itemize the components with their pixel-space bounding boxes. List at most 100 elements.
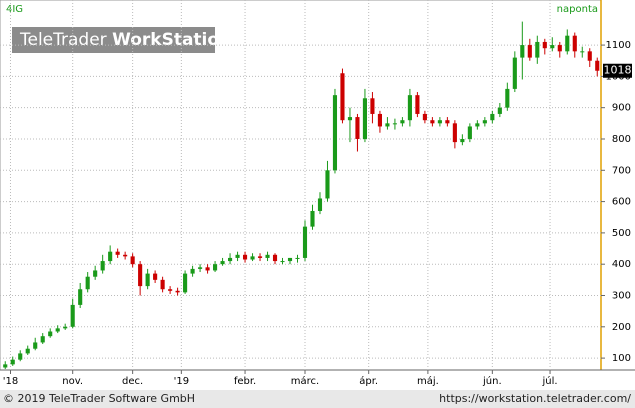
url: https://workstation.teletrader.com/	[439, 392, 631, 405]
candle-body	[25, 348, 30, 354]
watermark: TeleTrader WorkStation	[19, 30, 231, 50]
candle-body	[287, 257, 293, 262]
x-tick-label: márc.	[291, 375, 319, 387]
candle-body	[550, 45, 555, 49]
candle-body	[213, 264, 218, 271]
x-tick-label: jún.	[482, 375, 502, 387]
candle-body	[295, 257, 300, 259]
candle-body	[347, 117, 353, 121]
candle-body	[415, 95, 420, 114]
candle-body	[385, 123, 390, 127]
candle-body	[595, 60, 600, 71]
y-tick-label: 200	[612, 322, 631, 333]
candle-body	[445, 120, 450, 124]
candle-body	[280, 261, 285, 263]
candle-body	[407, 95, 412, 121]
y-tick-label: 400	[612, 259, 631, 270]
candle-body	[48, 331, 53, 337]
candle-body	[355, 117, 360, 139]
candle-body	[250, 256, 255, 260]
candle-body	[198, 267, 203, 269]
candle-body	[392, 123, 397, 125]
candle-body	[460, 138, 465, 143]
candle-body	[40, 336, 45, 343]
candle-body	[400, 120, 405, 124]
candle-body	[108, 251, 113, 262]
copyright: © 2019 TeleTrader Software GmbH	[3, 392, 196, 405]
candle-body	[565, 35, 570, 52]
y-tick-label: 500	[612, 228, 631, 239]
candle-body	[55, 328, 60, 332]
y-tick-label: 700	[612, 165, 631, 176]
watermark-product: WorkStation	[112, 30, 231, 50]
x-tick-label: '19	[174, 376, 189, 387]
candle-body	[490, 113, 495, 121]
candle-body	[175, 290, 180, 293]
candle-body	[452, 123, 457, 143]
candle-body	[302, 226, 308, 258]
candle-body	[183, 273, 188, 293]
candle-body	[310, 210, 315, 227]
candle-body	[220, 261, 225, 265]
watermark-brand: TeleTrader	[19, 30, 107, 50]
candle-body	[580, 51, 585, 53]
candle-body	[520, 45, 525, 58]
candle-body	[505, 88, 510, 108]
candle-body	[362, 98, 368, 139]
y-tick-label: 100	[612, 353, 631, 364]
x-tick-label: febr.	[234, 376, 256, 387]
candle-body	[475, 123, 480, 127]
candle-body	[63, 326, 68, 329]
candle-body	[100, 261, 105, 271]
candle-body	[317, 198, 323, 211]
candle-body	[340, 73, 345, 121]
candle-body	[227, 257, 233, 262]
candle-body	[430, 120, 435, 124]
x-tick-label: nov.	[62, 376, 83, 387]
candle-body	[587, 51, 592, 61]
candle-body	[437, 120, 442, 124]
x-tick-label: júl.	[542, 375, 558, 387]
candle-body	[235, 254, 240, 258]
candle-body	[265, 254, 270, 258]
candle-body	[422, 113, 427, 121]
candle-body	[527, 45, 532, 58]
candle-body	[10, 359, 15, 365]
x-tick-label: ápr.	[359, 375, 378, 387]
chart: TeleTrader WorkStation 4IG naponta 100 20…	[0, 0, 635, 387]
candle-body	[377, 113, 382, 127]
interval-label: naponta	[557, 4, 598, 15]
candle-body	[332, 95, 338, 171]
candle-body	[272, 254, 278, 262]
candle-body	[535, 41, 540, 58]
candle-body	[205, 267, 210, 271]
candle-body	[3, 364, 8, 368]
candle-body	[190, 268, 195, 274]
candle-body	[467, 126, 472, 139]
candle-body	[242, 254, 248, 260]
candle-body	[168, 289, 173, 291]
candle-body	[497, 107, 502, 114]
chart-title: 4IG	[6, 4, 23, 15]
y-tick-label: 900	[612, 103, 631, 114]
candle-body	[325, 170, 330, 199]
plot-area	[0, 0, 602, 371]
footer: © 2019 TeleTrader Software GmbH https://…	[0, 390, 635, 408]
candle-body	[85, 276, 90, 290]
candle-body	[572, 35, 577, 52]
x-tick-label: máj.	[417, 375, 439, 387]
candle-body	[145, 273, 150, 287]
candle-body	[138, 264, 143, 287]
x-tick-label: '18	[3, 376, 18, 387]
y-tick-label: 1100	[606, 40, 631, 51]
last-price-label: 1018	[604, 64, 632, 77]
y-tick-label: 800	[612, 134, 631, 145]
grid	[0, 0, 601, 370]
candle-body	[160, 279, 165, 290]
candle-body	[512, 57, 517, 89]
candle-body	[123, 254, 128, 257]
candle-body	[115, 251, 120, 255]
y-tick-label: 300	[612, 290, 631, 301]
candle-body	[482, 120, 487, 124]
x-tick-label: dec.	[122, 376, 143, 387]
